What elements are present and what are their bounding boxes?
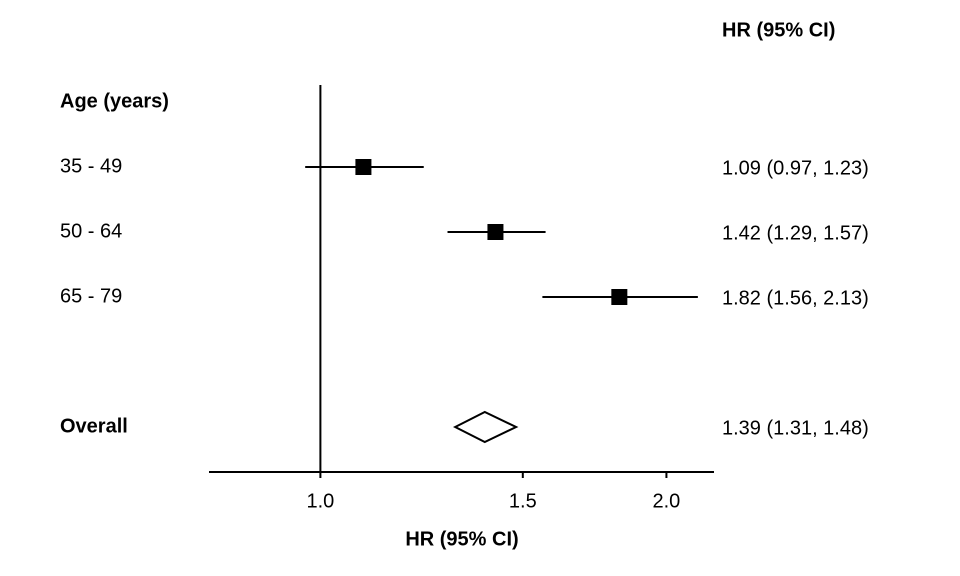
overall-label: Overall xyxy=(60,415,128,437)
group-label: Age (years) xyxy=(60,90,169,112)
x-axis-label: HR (95% CI) xyxy=(405,528,518,550)
overall-value-label: 1.39 (1.31, 1.48) xyxy=(722,417,869,439)
x-tick-label: 1.0 xyxy=(306,490,334,512)
row-value-label: 1.82 (1.56, 2.13) xyxy=(722,287,869,309)
row-value-label: 1.09 (0.97, 1.23) xyxy=(722,157,869,179)
point-estimate xyxy=(611,289,628,305)
row-value-label: 1.42 (1.29, 1.57) xyxy=(722,222,869,244)
row-label: 50 - 64 xyxy=(60,220,122,242)
column-header: HR (95% CI) xyxy=(722,19,835,41)
row-label: 35 - 49 xyxy=(60,155,122,177)
overall-diamond xyxy=(452,410,519,444)
point-estimate xyxy=(487,224,504,240)
x-tick-label: 2.0 xyxy=(653,490,681,512)
x-tick-label: 1.5 xyxy=(509,490,537,512)
point-estimate xyxy=(355,159,372,175)
row-label: 65 - 79 xyxy=(60,285,122,307)
